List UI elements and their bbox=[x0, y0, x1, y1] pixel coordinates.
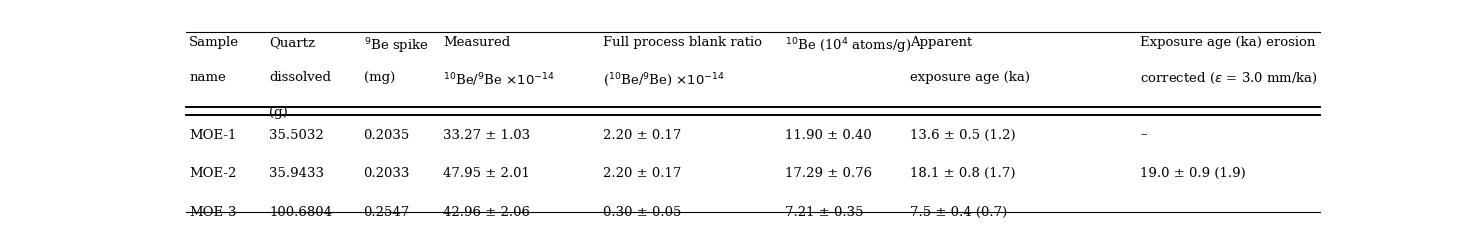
Text: MOE-2: MOE-2 bbox=[190, 168, 237, 180]
Text: 35.9433: 35.9433 bbox=[269, 168, 325, 180]
Text: (mg): (mg) bbox=[363, 71, 395, 84]
Text: 42.96 ± 2.06: 42.96 ± 2.06 bbox=[444, 206, 530, 219]
Text: 2.20 ± 0.17: 2.20 ± 0.17 bbox=[602, 129, 682, 142]
Text: name: name bbox=[190, 71, 226, 84]
Text: 47.95 ± 2.01: 47.95 ± 2.01 bbox=[444, 168, 530, 180]
Text: Exposure age (ka) erosion: Exposure age (ka) erosion bbox=[1140, 36, 1315, 49]
Text: 17.29 ± 0.76: 17.29 ± 0.76 bbox=[784, 168, 873, 180]
Text: 0.2547: 0.2547 bbox=[363, 206, 410, 219]
Text: 7.21 ± 0.35: 7.21 ± 0.35 bbox=[784, 206, 864, 219]
Text: Sample: Sample bbox=[190, 36, 239, 49]
Text: 0.2033: 0.2033 bbox=[363, 168, 410, 180]
Text: Quartz: Quartz bbox=[269, 36, 314, 49]
Text: 11.90 ± 0.40: 11.90 ± 0.40 bbox=[784, 129, 871, 142]
Text: MOE-1: MOE-1 bbox=[190, 129, 237, 142]
Text: $^{9}$Be spike: $^{9}$Be spike bbox=[363, 36, 429, 56]
Text: 0.2035: 0.2035 bbox=[363, 129, 410, 142]
Text: –: – bbox=[1140, 129, 1147, 142]
Text: ($^{10}$Be/$^{9}$Be) $\times10^{-14}$: ($^{10}$Be/$^{9}$Be) $\times10^{-14}$ bbox=[602, 71, 724, 89]
Text: corrected ($\varepsilon$ = 3.0 mm/ka): corrected ($\varepsilon$ = 3.0 mm/ka) bbox=[1140, 71, 1318, 86]
Text: (g): (g) bbox=[269, 106, 288, 120]
Text: 35.5032: 35.5032 bbox=[269, 129, 323, 142]
Text: $^{10}$Be (10$^{4}$ atoms/g): $^{10}$Be (10$^{4}$ atoms/g) bbox=[784, 36, 911, 56]
Text: 2.20 ± 0.17: 2.20 ± 0.17 bbox=[602, 168, 682, 180]
Text: MOE-3: MOE-3 bbox=[190, 206, 237, 219]
Text: 18.1 ± 0.8 (1.7): 18.1 ± 0.8 (1.7) bbox=[909, 168, 1015, 180]
Text: Measured: Measured bbox=[444, 36, 510, 49]
Text: Full process blank ratio: Full process blank ratio bbox=[602, 36, 761, 49]
Text: –: – bbox=[1140, 206, 1147, 219]
Text: exposure age (ka): exposure age (ka) bbox=[909, 71, 1030, 84]
Text: $^{10}$Be/$^{9}$Be $\times10^{-14}$: $^{10}$Be/$^{9}$Be $\times10^{-14}$ bbox=[444, 71, 555, 89]
Text: 33.27 ± 1.03: 33.27 ± 1.03 bbox=[444, 129, 530, 142]
Text: 13.6 ± 0.5 (1.2): 13.6 ± 0.5 (1.2) bbox=[909, 129, 1015, 142]
Text: dissolved: dissolved bbox=[269, 71, 331, 84]
Text: Apparent: Apparent bbox=[909, 36, 972, 49]
Text: 7.5 ± 0.4 (0.7): 7.5 ± 0.4 (0.7) bbox=[909, 206, 1008, 219]
Text: 0.30 ± 0.05: 0.30 ± 0.05 bbox=[602, 206, 682, 219]
Text: 100.6804: 100.6804 bbox=[269, 206, 332, 219]
Text: 19.0 ± 0.9 (1.9): 19.0 ± 0.9 (1.9) bbox=[1140, 168, 1246, 180]
